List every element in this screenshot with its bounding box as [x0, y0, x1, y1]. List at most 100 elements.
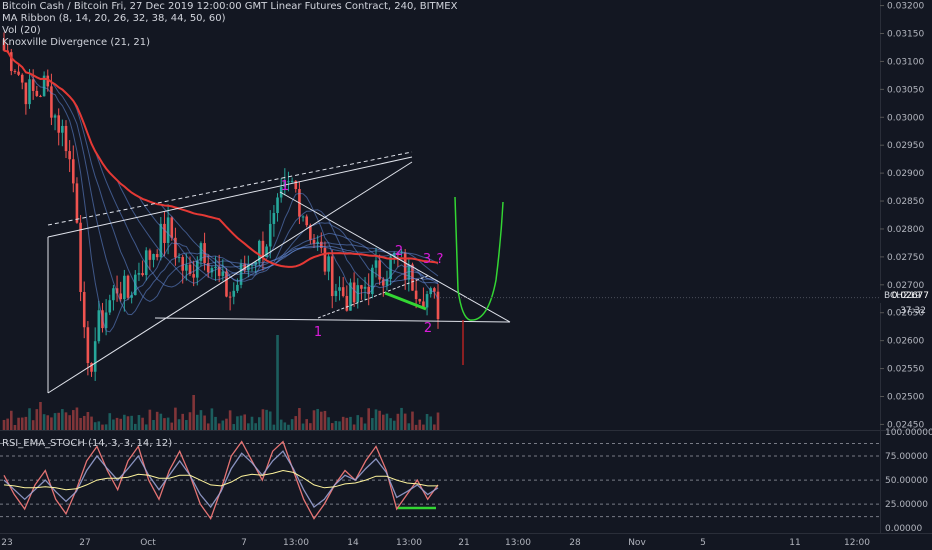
- volume-bar: [53, 413, 57, 430]
- candle-body: [225, 271, 228, 297]
- volume-bar: [6, 418, 9, 430]
- candle-body: [39, 95, 42, 97]
- volume-bar: [225, 418, 228, 430]
- time-tick-label: 5: [700, 538, 706, 548]
- candle-body: [349, 282, 352, 311]
- volume-bar: [309, 423, 312, 430]
- volume-bar: [42, 414, 46, 430]
- volume-bar: [101, 424, 104, 430]
- volume-bar: [301, 423, 305, 430]
- candle-body: [345, 295, 349, 311]
- candle-body: [414, 290, 418, 299]
- volume-bar: [177, 419, 181, 430]
- symbol-badge-text: BCHZ19: [884, 291, 921, 301]
- price-tick-label: 0.03050: [887, 85, 924, 95]
- volume-bar: [247, 423, 250, 430]
- volume-bar: [35, 409, 39, 430]
- volume-bar: [261, 409, 265, 430]
- volume-bar: [294, 416, 298, 430]
- volume-bar: [250, 416, 254, 430]
- volume-bar: [257, 417, 261, 430]
- symbol-badge: BCHZ19: [880, 290, 932, 303]
- volume-bar: [31, 420, 35, 430]
- time-tick-label: Oct: [140, 538, 156, 548]
- volume-bar: [68, 415, 71, 430]
- candle-body: [338, 287, 341, 291]
- volume-bar: [148, 409, 152, 430]
- candle-body: [352, 282, 356, 303]
- rsi-series-line: [3, 469, 438, 491]
- forecast-curve: [454, 196, 504, 321]
- price-tick-label: 0.02750: [887, 253, 924, 263]
- volume-bar: [90, 416, 93, 430]
- volume-bar: [319, 411, 323, 430]
- candle-body: [425, 294, 429, 308]
- price-tick-label: 0.02700: [887, 281, 924, 291]
- candle-body: [108, 300, 112, 313]
- wave-label: 3: [423, 252, 431, 267]
- volume-bar: [236, 416, 239, 430]
- volume-bar: [272, 424, 276, 430]
- knoxville-label[interactable]: Knoxville Divergence (21, 21): [2, 37, 150, 48]
- candle-body: [341, 287, 345, 296]
- candle-body: [126, 275, 130, 298]
- candle-body: [112, 288, 115, 301]
- volume-bar: [381, 414, 385, 430]
- candle-body: [137, 273, 141, 275]
- countdown-text: 37:32: [900, 306, 926, 316]
- vol-label[interactable]: Vol (20): [2, 25, 41, 36]
- volume-bar: [57, 412, 61, 430]
- volume-bar: [174, 407, 177, 430]
- volume-bar: [13, 424, 17, 430]
- candle-body: [188, 264, 192, 275]
- candle-body: [250, 264, 254, 266]
- trendline-upper: [47, 156, 413, 238]
- trendline-lower-wedge: [47, 161, 413, 394]
- candle-body: [159, 223, 163, 258]
- volume-bar: [360, 417, 363, 430]
- volume-bar: [82, 415, 86, 430]
- candle-body: [141, 273, 144, 276]
- candle-body: [327, 256, 330, 272]
- volume-bar: [407, 423, 411, 430]
- symbol-title[interactable]: Bitcoin Cash / Bitcoin Fri, 27 Dec 2019 …: [2, 1, 458, 12]
- candle-body: [97, 310, 101, 342]
- price-tick-label: 0.03000: [887, 113, 924, 123]
- candle-body: [363, 286, 367, 289]
- candle-body: [330, 256, 334, 297]
- price-tick-label: 0.02650: [887, 309, 924, 319]
- candle-body: [90, 363, 93, 372]
- candle-body: [261, 240, 265, 258]
- rsi-legend[interactable]: RSI_EMA_STOCH (14, 3, 3, 14, 12): [2, 438, 173, 449]
- candle-body: [232, 290, 236, 297]
- candle-body: [389, 256, 392, 279]
- volume-bar: [349, 416, 352, 430]
- candle-body: [272, 213, 276, 224]
- candle-body: [9, 52, 13, 72]
- candle-body: [57, 115, 61, 133]
- candle-body: [381, 279, 385, 286]
- volume-bar: [195, 414, 199, 430]
- time-tick-label: 28: [569, 538, 581, 548]
- rsi-tick-label: 50.00000: [885, 476, 928, 486]
- ma-ribbon-line: [3, 50, 439, 333]
- price-tick-label: 0.02550: [887, 365, 924, 375]
- volume-bar: [352, 424, 356, 430]
- volume-bar: [221, 420, 225, 430]
- candle-body: [68, 151, 71, 160]
- candle-body: [385, 278, 389, 286]
- volume-bar: [425, 414, 429, 430]
- volume-bar: [39, 402, 42, 430]
- candle-body: [316, 241, 319, 244]
- candle-body: [407, 264, 411, 280]
- volume-bar: [400, 407, 403, 430]
- volume-bar: [86, 412, 90, 430]
- ma-ribbon-label[interactable]: MA Ribbon (8, 14, 20, 26, 32, 38, 44, 50…: [2, 13, 226, 24]
- candle-body: [2, 39, 6, 51]
- candle-body: [35, 90, 39, 96]
- volume-bar: [61, 409, 64, 430]
- time-tick-label: 13:00: [396, 538, 422, 548]
- volume-bar: [323, 410, 327, 430]
